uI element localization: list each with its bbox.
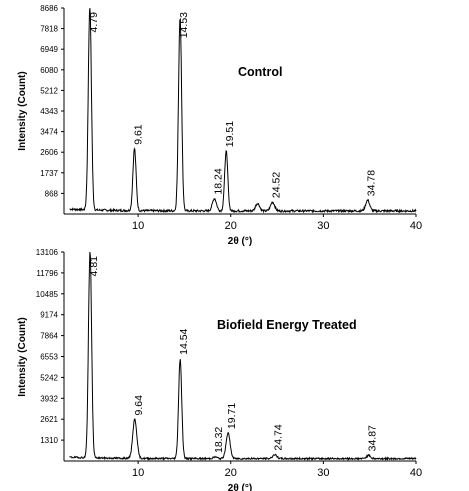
peak-label: 19.51 xyxy=(224,121,236,147)
peak-label: 19.71 xyxy=(226,403,238,429)
y-tick-label: 7818 xyxy=(40,25,58,34)
y-tick-label: 5242 xyxy=(40,373,58,382)
y-tick-label: 7864 xyxy=(40,332,58,341)
y-tick-label: 3474 xyxy=(40,128,58,137)
y-tick-label: 10485 xyxy=(36,290,59,299)
peak-label: 9.61 xyxy=(133,124,145,145)
peak-label: 14.53 xyxy=(178,12,190,38)
y-tick-label: 9174 xyxy=(40,311,58,320)
peak-label: 18.24 xyxy=(212,168,224,194)
peak-label: 18.32 xyxy=(213,427,225,453)
peak-label: 14.54 xyxy=(178,328,190,354)
panel-title: Control xyxy=(238,65,282,79)
diffraction-series-line xyxy=(69,7,417,214)
peak-label: 34.87 xyxy=(367,425,379,451)
y-tick-label: 8686 xyxy=(40,4,58,13)
y-tick-label: 4343 xyxy=(40,107,58,116)
x-axis-title: 2θ (°) xyxy=(228,236,252,247)
y-tick-label: 6553 xyxy=(40,353,58,362)
x-tick-label: 10 xyxy=(132,220,144,232)
x-tick-label: 20 xyxy=(225,220,237,232)
y-tick-label: 5212 xyxy=(40,86,58,95)
y-tick-label: 1737 xyxy=(40,169,58,178)
x-tick-label: 30 xyxy=(317,220,329,232)
peak-label: 9.64 xyxy=(133,395,145,416)
peak-label: 4.79 xyxy=(88,12,100,33)
peak-label: 34.78 xyxy=(366,170,378,196)
panel-title: Biofield Energy Treated xyxy=(217,318,357,332)
x-tick-label: 30 xyxy=(317,467,329,479)
y-tick-label: 6949 xyxy=(40,45,58,54)
diffraction-series-line xyxy=(69,251,417,461)
x-tick-label: 20 xyxy=(225,467,237,479)
peak-label: 24.74 xyxy=(273,424,285,450)
y-tick-label: 3932 xyxy=(40,394,58,403)
x-tick-label: 40 xyxy=(410,467,422,479)
y-tick-label: 6080 xyxy=(40,66,58,75)
y-axis-title: Intensity (Count) xyxy=(17,71,28,150)
y-tick-label: 868 xyxy=(45,189,59,198)
y-tick-label: 11796 xyxy=(36,269,58,278)
y-tick-label: 13106 xyxy=(36,248,59,257)
y-tick-label: 1310 xyxy=(40,436,58,445)
y-axis-title: Intensity (Count) xyxy=(17,317,28,396)
treated-panel: 1310 2621 3932 5242 6553 7864 9174 10485 11796 13… xyxy=(17,248,422,491)
x-tick-label: 10 xyxy=(132,467,144,479)
peak-label: 4.81 xyxy=(88,256,100,277)
peak-label: 24.52 xyxy=(271,172,283,198)
x-axis-title: 2θ (°) xyxy=(228,483,252,491)
control-panel: 868 1737 2606 3474 4343 5212 6080 6949 7818 8686 1… xyxy=(17,4,422,247)
y-tick-label: 2621 xyxy=(40,415,58,424)
x-tick-label: 40 xyxy=(410,220,422,232)
y-tick-label: 2606 xyxy=(40,148,58,157)
